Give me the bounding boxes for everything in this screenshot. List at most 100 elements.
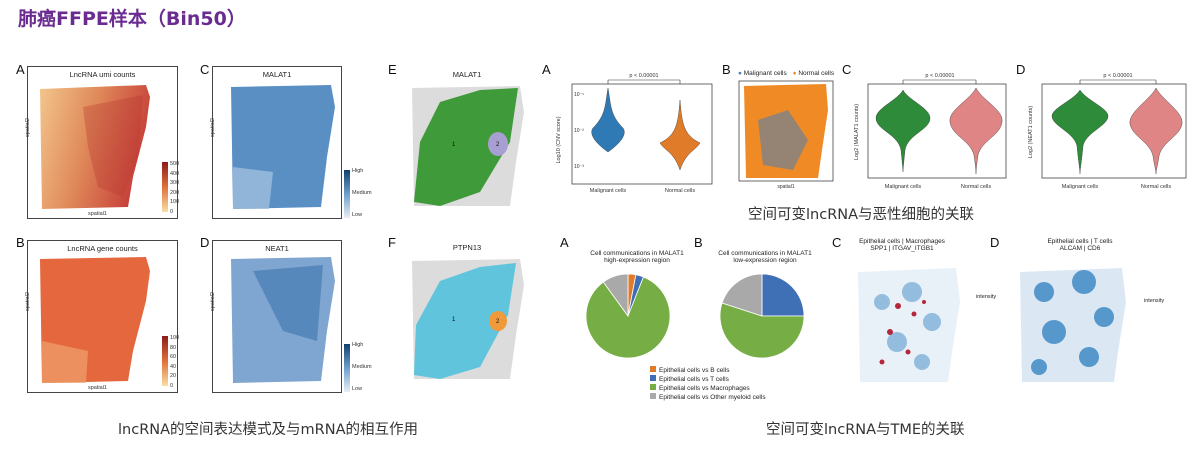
ptpn13-region-map: 1 2 <box>412 259 524 379</box>
svg-text:Malignant cells: Malignant cells <box>885 184 922 190</box>
panel-a-colorbar-ticks: 500 400 300 200 100 0 <box>170 161 180 215</box>
tr-panel-label-d: D <box>1016 62 1026 77</box>
macrophage-interaction-map <box>858 268 960 382</box>
br-panel-d-title: Epithelial cells | T cells ALCAM | CD6 <box>1047 238 1113 252</box>
left-caption: lncRNA的空间表达模式及与mRNA的相互作用 <box>118 422 418 438</box>
br-panel-label-b: B <box>694 235 703 250</box>
panel-c-colorbar <box>344 170 350 218</box>
violin-neat1-malignant <box>1051 89 1109 175</box>
tr-panel-label-c: C <box>842 62 852 77</box>
panel-d-colorbar <box>344 344 350 392</box>
svg-text:Normal cells: Normal cells <box>961 184 992 190</box>
panel-a-frame: LncRNA umi counts spatial2 spatial1 500 4… <box>25 66 180 219</box>
pie-legend: Epithelial cells vs B cells Epithelial c… <box>650 366 766 402</box>
panel-label-d: D <box>200 235 210 250</box>
panel-b-xlabel: spatial1 <box>88 385 107 391</box>
panel-label-f: F <box>388 235 396 250</box>
neat1-violin-plot: Log2 (NEAT1 counts) p < 0.00001 Malignan… <box>1028 73 1187 190</box>
tr-panel-b-legend: ● Malignant cells ● Normal cells <box>738 70 835 77</box>
svg-text:p < 0.00001: p < 0.00001 <box>629 73 658 79</box>
malat1-violin-plot: Log2 (MALAT1 counts) p < 0.00001 Maligna… <box>854 73 1007 190</box>
svg-text:1: 1 <box>452 142 456 148</box>
pie-slice-0-2 <box>585 276 671 359</box>
svg-text:10⁻²: 10⁻² <box>574 128 584 134</box>
bottom-right-caption: 空间可变lncRNA与TME的关联 <box>766 422 965 438</box>
panel-c-colorbar-high: High <box>352 168 364 174</box>
svg-text:p < 0.00001: p < 0.00001 <box>1103 73 1132 79</box>
br-panel-label-d: D <box>990 235 1000 250</box>
violin-normal <box>659 99 701 171</box>
panel-a-ylabel: spatial2 <box>25 118 31 137</box>
violin-malat1-normal <box>949 87 1003 175</box>
br-panel-b-title: Cell communications in MALAT1 low-expres… <box>718 250 812 264</box>
tissue-umi-map <box>40 85 150 209</box>
panel-b-colorbar <box>162 336 168 386</box>
panel-label-b: B <box>16 235 25 250</box>
pie-slice-1-1 <box>761 273 805 317</box>
panel-c-colorbar-low: Low <box>352 212 363 218</box>
svg-text:2: 2 <box>496 142 500 148</box>
panel-a-xlabel: spatial1 <box>88 211 107 217</box>
tissue-malat1-map <box>231 85 335 209</box>
br-panel-d-legend: intensity <box>1144 298 1165 304</box>
tissue-neat1-map <box>231 257 335 383</box>
cnv-violin-plot: Log10 (CNV score) 10⁻¹ 10⁻² 10⁻³ p < 0.0… <box>556 73 713 194</box>
page-title: 肺癌FFPE样本（Bin50） <box>18 8 246 30</box>
panel-label-c: C <box>200 62 210 77</box>
svg-text:1: 1 <box>452 317 456 323</box>
svg-text:Malignant cells: Malignant cells <box>1062 184 1099 190</box>
panel-a-colorbar <box>162 162 168 212</box>
panel-d-frame: NEAT1 spatial2 <box>210 240 342 393</box>
pie-slice-1-3 <box>721 273 763 317</box>
svg-text:Malignant cells: Malignant cells <box>590 188 627 194</box>
panel-a-title: LncRNA umi counts <box>69 70 136 79</box>
panel-d-colorbar-high: High <box>352 342 364 348</box>
panel-b-frame: LncRNA gene counts spatial2 spatial1 100… <box>25 240 180 393</box>
panel-c-title: MALAT1 <box>262 70 292 79</box>
panel-b-colorbar-ticks: 100 80 60 40 20 0 <box>170 335 180 389</box>
svg-text:spatial1: spatial1 <box>777 184 794 190</box>
pie-slice-0-3 <box>602 273 629 318</box>
br-panel-label-a: A <box>560 235 569 250</box>
malignant-normal-map: spatial1 <box>738 80 834 190</box>
svg-text:Log10 (CNV score): Log10 (CNV score) <box>556 116 562 163</box>
pie-high-expression <box>585 273 671 359</box>
tr-panel-label-a: A <box>542 62 551 77</box>
svg-text:Log2 (NEAT1 counts): Log2 (NEAT1 counts) <box>1028 106 1034 159</box>
br-panel-label-c: C <box>832 235 842 250</box>
violin-malat1-malignant <box>875 89 931 173</box>
svg-text:Normal cells: Normal cells <box>665 188 696 194</box>
tcell-interaction-map <box>1020 268 1126 382</box>
panel-e-title: MALAT1 <box>452 70 482 79</box>
panel-d-colorbar-low: Low <box>352 386 363 392</box>
svg-text:p < 0.00001: p < 0.00001 <box>925 73 954 79</box>
malat1-region-map: 1 2 <box>412 86 524 206</box>
panel-c-frame: MALAT1 spatial2 <box>210 66 342 219</box>
pie-low-expression <box>719 273 805 359</box>
panel-c-colorbar-medium: Medium <box>352 190 372 196</box>
panel-d-colorbar-medium: Medium <box>352 364 372 370</box>
br-panel-c-title: Epithelial cells | Macrophages SPP1 | IT… <box>859 238 945 252</box>
svg-text:2: 2 <box>496 319 500 325</box>
panel-c-ylabel: spatial2 <box>210 118 216 137</box>
panel-label-a: A <box>16 62 25 77</box>
pie-legend-item-2: Epithelial cells vs Macrophages <box>650 384 766 393</box>
br-panel-a-title: Cell communications in MALAT1 high-expre… <box>590 250 684 264</box>
panel-d-title: NEAT1 <box>265 244 289 253</box>
pie-legend-item-0: Epithelial cells vs B cells <box>650 366 766 375</box>
panel-b-title: LncRNA gene counts <box>67 244 138 253</box>
svg-text:10⁻³: 10⁻³ <box>574 164 584 170</box>
panel-d-ylabel: spatial2 <box>210 292 216 311</box>
pie-legend-item-1: Epithelial cells vs T cells <box>650 375 766 384</box>
tr-panel-label-b: B <box>722 62 731 77</box>
panel-label-e: E <box>388 62 397 77</box>
tissue-gene-map <box>40 257 150 383</box>
violin-neat1-normal <box>1129 87 1183 175</box>
panel-b-ylabel: spatial2 <box>25 292 31 311</box>
top-right-caption: 空间可变lncRNA与恶性细胞的关联 <box>748 207 975 223</box>
svg-text:Log2 (MALAT1 counts): Log2 (MALAT1 counts) <box>854 104 860 160</box>
violin-malignant <box>591 87 625 153</box>
svg-text:Normal cells: Normal cells <box>1141 184 1172 190</box>
pie-legend-item-3: Epithelial cells vs Other myeloid cells <box>650 393 766 402</box>
br-panel-c-legend: intensity <box>976 294 997 300</box>
